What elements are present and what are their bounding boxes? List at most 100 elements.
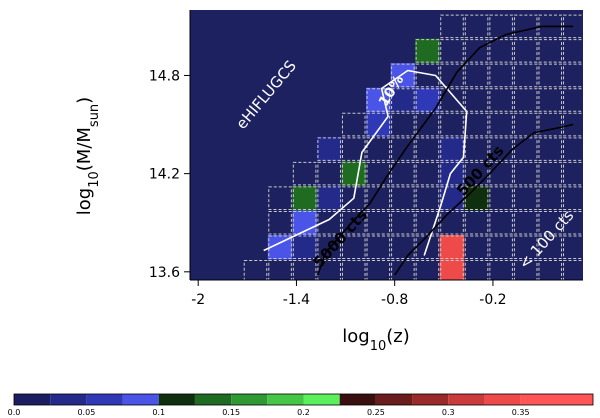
outlined-bin — [513, 235, 538, 260]
outlined-bin — [538, 63, 563, 88]
outlined-bin — [489, 112, 513, 137]
outlined-bin — [513, 210, 538, 235]
heatmap-cell — [439, 235, 465, 260]
colorbar-tick-label: 0.05 — [77, 408, 95, 417]
outlined-bin — [415, 137, 440, 161]
colorbar-segment — [520, 394, 593, 405]
outlined-bin — [292, 235, 317, 260]
outlined-bin — [464, 14, 489, 39]
outlined-bin — [538, 235, 563, 260]
outlined-bin — [415, 112, 440, 137]
outlined-bin — [391, 112, 415, 137]
plot-background — [190, 10, 583, 280]
outlined-bin — [268, 210, 292, 235]
outlined-bin — [341, 161, 366, 186]
heatmap-cell — [292, 185, 317, 211]
outlined-bin — [341, 260, 366, 280]
heatmap-cell — [292, 235, 317, 260]
outlined-bin — [563, 186, 583, 210]
x-tick-label: -1.4 — [283, 292, 310, 308]
outlined-bin — [513, 88, 538, 112]
outlined-bin — [464, 210, 489, 235]
colorbar-segment — [412, 394, 449, 405]
outlined-bin — [440, 39, 464, 63]
x-axis-ticks: -2 -1.4 -0.8 -0.2 — [191, 280, 507, 308]
outlined-bin — [489, 210, 513, 235]
colorbar-tick-label: 0.2 — [297, 408, 310, 417]
outlined-bin — [489, 260, 513, 280]
colorbar-tick-label: 0.25 — [367, 408, 385, 417]
outlined-bin — [563, 210, 583, 235]
outlined-bin — [317, 161, 341, 186]
heatmap-cell — [390, 87, 416, 113]
outlined-bin — [341, 210, 366, 235]
outlined-bin — [366, 260, 391, 280]
colorbar-tick-label: 0.1 — [152, 408, 165, 417]
outlined-bin — [489, 88, 513, 112]
outlined-bin — [489, 63, 513, 88]
outlined-bin — [268, 235, 292, 260]
outlined-bin — [563, 14, 583, 39]
outlined-bin — [464, 39, 489, 63]
outlined-bin — [538, 161, 563, 186]
outlined-bin — [391, 235, 415, 260]
outlined-bin — [317, 235, 341, 260]
colorbar-segment — [14, 394, 51, 405]
outlined-bin — [391, 260, 415, 280]
colorbar-segment — [86, 394, 123, 405]
outlined-bin — [341, 137, 366, 161]
outlined-bin — [415, 210, 440, 235]
outlined-bin — [366, 235, 391, 260]
outlined-bin — [292, 161, 317, 186]
colorbar-segment — [194, 394, 232, 405]
heatmap-cell — [341, 161, 367, 186]
outlined-bin — [538, 39, 563, 63]
outlined-bin — [440, 63, 464, 88]
colorbar-segment — [50, 394, 87, 405]
outlined-bin — [243, 260, 268, 280]
outlined-bin — [440, 137, 464, 161]
heatmap-cell — [439, 136, 465, 162]
heatmap-cell — [415, 38, 440, 64]
outlined-bin — [440, 14, 464, 39]
outlined-bin — [563, 88, 583, 112]
y-axis-ticks: 13.6 14.2 14.8 — [149, 68, 190, 281]
outlined-bin — [415, 39, 440, 63]
outlined-bin — [538, 88, 563, 112]
y-tick-label: 13.6 — [149, 265, 180, 281]
outlined-bin — [513, 112, 538, 137]
outlined-bin — [513, 186, 538, 210]
outlined-bin — [563, 137, 583, 161]
outlined-bin — [513, 63, 538, 88]
outlined-bin — [464, 260, 489, 280]
colorbar-segment — [122, 394, 159, 405]
outlined-bin — [563, 39, 583, 63]
colorbar-frame — [13, 393, 594, 406]
colorbar-tick-label: 0.3 — [442, 408, 455, 417]
outlined-bin — [317, 186, 341, 210]
outlined-bin — [415, 161, 440, 186]
outlined-bin — [440, 88, 464, 112]
outlined-bin — [415, 260, 440, 280]
outlined-bin — [292, 260, 317, 280]
outlined-bin — [513, 161, 538, 186]
outlined-bin — [489, 235, 513, 260]
x-tick-label: -0.2 — [479, 292, 506, 308]
outlined-bin — [513, 14, 538, 39]
y-tick-label: 14.8 — [149, 68, 180, 84]
outlined-bin — [513, 260, 538, 280]
outlined-bin — [317, 210, 341, 235]
outlined-bin — [538, 137, 563, 161]
colorbar-segment — [484, 394, 521, 405]
outlined-bin — [464, 137, 489, 161]
colorbar-segment — [448, 394, 485, 405]
outlined-bin — [366, 210, 391, 235]
outlined-bin — [489, 39, 513, 63]
outlined-bin — [341, 235, 366, 260]
heatmap-cell — [366, 112, 391, 137]
colorbar-segment — [267, 394, 304, 405]
outlined-bin — [366, 112, 391, 137]
outlined-bin — [538, 210, 563, 235]
heatmap-cell — [439, 259, 465, 280]
